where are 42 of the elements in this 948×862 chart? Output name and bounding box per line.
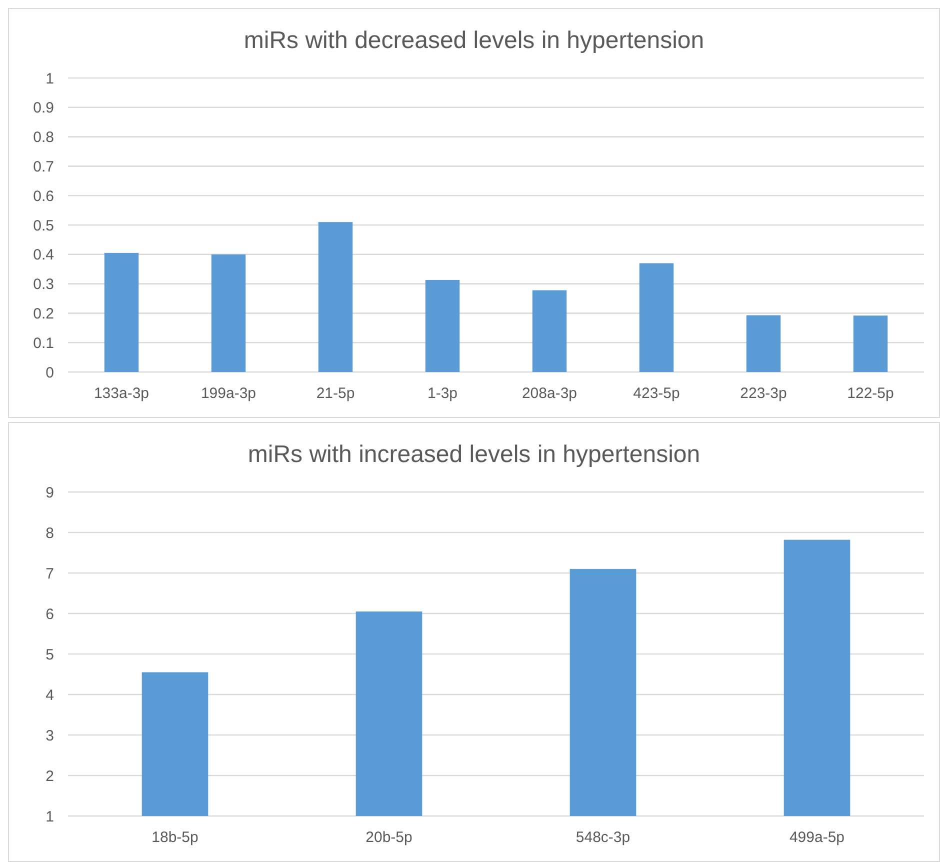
y-tick-label: 1 [46, 808, 54, 826]
bar [104, 252, 139, 372]
y-tick-label: 6 [46, 606, 54, 623]
y-tick-label: 0.3 [33, 276, 54, 294]
y-tick-label: 0 [46, 364, 54, 382]
bar [853, 316, 888, 372]
y-tick-label: 0.5 [33, 217, 54, 234]
x-tick-label: 499a-5p [789, 829, 845, 846]
x-tick-label: 18b-5p [152, 829, 198, 846]
y-tick-label: 4 [46, 686, 54, 704]
bar [746, 315, 781, 372]
y-tick-label: 7 [46, 565, 54, 582]
y-tick-label: 3 [46, 727, 54, 744]
x-tick-label: 223-3p [740, 385, 787, 402]
y-tick-label: 0.9 [33, 100, 54, 117]
bar [211, 254, 246, 372]
x-tick-label: 548c-3p [576, 829, 630, 846]
y-tick-label: 8 [46, 524, 54, 542]
y-tick-label: 0.2 [33, 305, 54, 322]
bar [425, 280, 460, 372]
y-tick-label: 0.4 [33, 246, 54, 264]
bar [639, 263, 674, 372]
y-tick-label: 0.7 [33, 158, 54, 176]
x-tick-label: 1-3p [427, 385, 458, 402]
x-tick-label: 20b-5p [366, 829, 412, 846]
y-tick-label: 2 [46, 768, 54, 785]
bar [532, 290, 567, 372]
x-tick-label: 122-5p [847, 385, 894, 402]
bar [318, 222, 353, 372]
y-tick-label: 0.8 [33, 129, 54, 146]
x-tick-label: 133a-3p [94, 385, 150, 402]
x-tick-label: 423-5p [633, 385, 680, 402]
x-tick-label: 208a-3p [522, 385, 578, 402]
y-tick-label: 1 [46, 70, 54, 88]
x-tick-label: 21-5p [316, 385, 355, 402]
y-tick-label: 0.1 [33, 334, 54, 352]
chart-title: miRs with decreased levels in hypertension [244, 27, 704, 54]
y-tick-label: 9 [46, 484, 54, 502]
x-tick-label: 199a-3p [200, 385, 256, 402]
y-tick-label: 5 [46, 646, 54, 664]
chart-title: miRs with increased levels in hypertension [248, 441, 700, 468]
y-tick-label: 0.6 [33, 188, 54, 205]
